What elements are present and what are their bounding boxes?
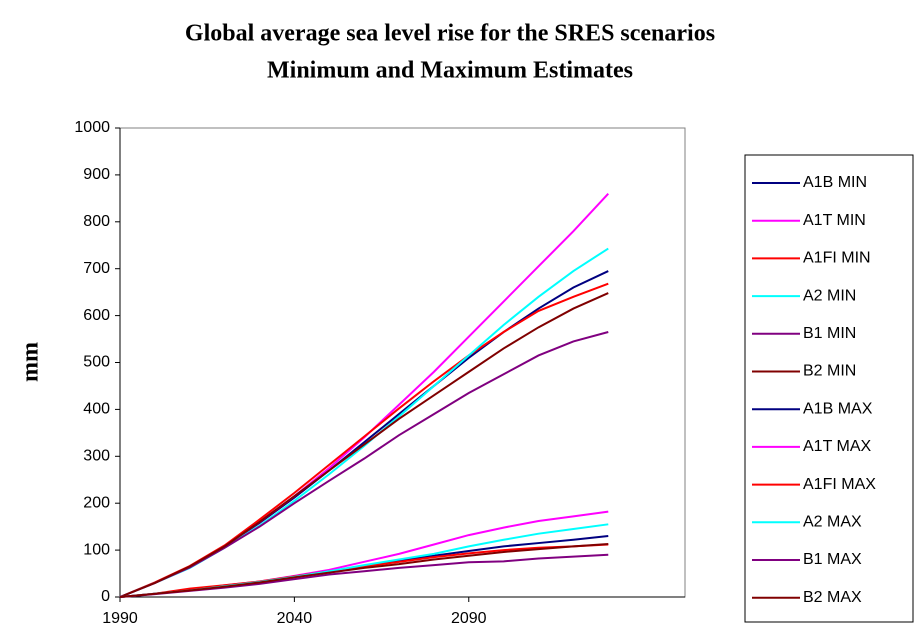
y-tick-label: 800 <box>83 213 110 230</box>
y-tick-label: 0 <box>101 588 110 605</box>
series-line <box>119 510 609 598</box>
legend-label: A2 MIN <box>803 287 856 304</box>
legend-box <box>744 154 914 623</box>
y-tick-label: 200 <box>83 494 110 511</box>
series-line <box>119 523 609 598</box>
y-tick-label: 700 <box>83 260 110 277</box>
y-tick-label: 900 <box>83 166 110 183</box>
y-tick-label: 300 <box>83 448 110 465</box>
y-tick-label: 600 <box>83 307 110 324</box>
legend-label: A1T MAX <box>803 438 872 455</box>
legend-label: B1 MIN <box>803 325 856 342</box>
x-tick-label: 2040 <box>277 610 313 627</box>
series-line <box>119 543 609 598</box>
legend-label: A1FI MIN <box>803 250 871 267</box>
y-tick-label: 500 <box>83 354 110 371</box>
series-line <box>119 247 609 598</box>
y-tick-label: 400 <box>83 401 110 418</box>
y-tick-label: 1000 <box>74 119 110 136</box>
series-line <box>119 292 609 598</box>
legend-label: A1FI MAX <box>803 476 876 493</box>
plot-area <box>119 127 686 598</box>
y-tick-label: 100 <box>83 541 110 558</box>
series-line <box>119 192 610 598</box>
legend-label: B2 MAX <box>803 589 862 606</box>
y-axis-label: mm <box>18 342 44 382</box>
legend-label: A1B MIN <box>803 174 867 191</box>
legend-label: B1 MAX <box>803 551 862 568</box>
series-line <box>119 543 609 598</box>
x-tick-label: 2090 <box>451 610 487 627</box>
legend-label: A1B MAX <box>803 400 873 417</box>
x-tick-label: 1990 <box>102 610 138 627</box>
series-line <box>119 331 609 598</box>
chart-title: Global average sea level rise for the SR… <box>185 21 715 47</box>
legend-label: B2 MIN <box>803 363 856 380</box>
legend-label: A2 MAX <box>803 514 862 531</box>
legend-label: A1T MIN <box>803 212 866 229</box>
chart-subtitle: Minimum and Maximum Estimates <box>267 58 633 84</box>
